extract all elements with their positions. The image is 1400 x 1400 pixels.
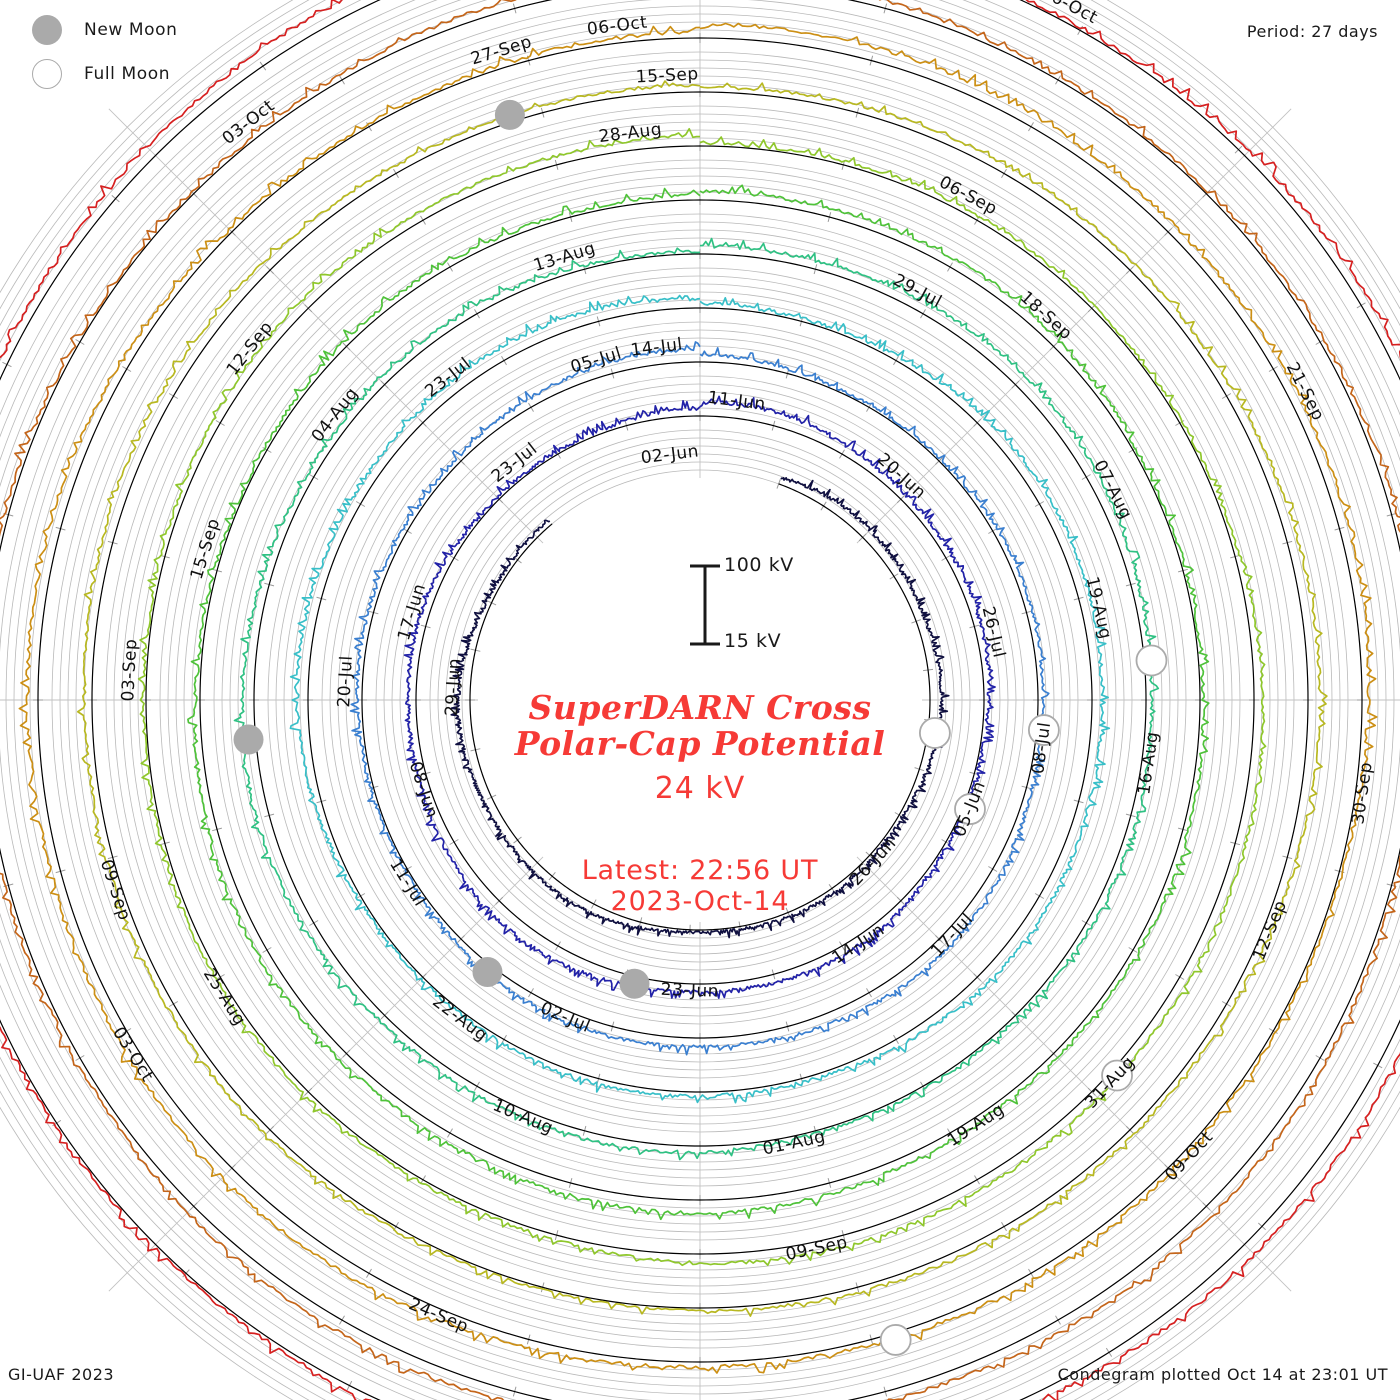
ring-baseline <box>253 253 1147 1147</box>
chart-title-block: SuperDARN Cross Polar-Cap Potential 24 k… <box>350 690 1050 806</box>
ring-date-label: 30-Sep <box>1348 761 1377 826</box>
legend-item-full-moon: Full Moon <box>24 52 324 96</box>
ring-date-label: 15-Sep <box>187 516 224 582</box>
ring-trace <box>403 395 996 1000</box>
ring-date-label: 24-Sep <box>406 1294 472 1337</box>
ring-date-label: 28-Aug <box>598 119 664 147</box>
latest-time-label: Latest: 22:56 UT <box>581 855 819 886</box>
ring-date-label: 11-Jun <box>707 388 767 415</box>
ring-trace <box>76 80 1328 1317</box>
full-moon-marker <box>918 717 951 749</box>
grid-spoke <box>108 856 544 1292</box>
moon-phase-legend: New Moon Full Moon <box>24 8 324 96</box>
ring-date-label: 02-Jul <box>537 998 593 1037</box>
ring-date-label: 17-Jun <box>394 581 430 643</box>
ring-date-label: 23-Jun <box>660 980 719 1002</box>
full-moon-marker <box>1101 1059 1133 1092</box>
plot-stamp-label: Condegram plotted Oct 14 at 23:01 UT <box>1057 1365 1388 1384</box>
moon-markers <box>233 99 1168 1356</box>
ring-date-label: 01-Aug <box>761 1127 827 1160</box>
ring-date-label: 20-Jun <box>873 449 930 503</box>
credit-label: GI-UAF 2023 <box>8 1365 115 1384</box>
full-moon-marker <box>954 793 986 825</box>
ring-date-label: 27-Sep <box>469 32 535 69</box>
ring-date-label: 03-Oct <box>108 1024 157 1086</box>
ring-baseline <box>37 37 1363 1363</box>
ring-date-label: 23-Jul <box>421 354 474 402</box>
ring-date-label: 09-Oct <box>1161 1127 1217 1185</box>
ring-trace <box>18 22 1378 1374</box>
ring-date-label: 21-Sep <box>1282 359 1328 424</box>
ring-date-label: 12-Sep <box>1249 898 1291 964</box>
scale-max-label: 100 kV <box>724 554 794 576</box>
ring-baseline <box>307 307 1093 1093</box>
grid-spoke <box>856 108 1292 544</box>
ring-baseline <box>469 483 931 931</box>
chart-title-line-1: SuperDARN Cross <box>528 688 872 727</box>
ring-date-label: 02-Jun <box>640 441 700 468</box>
ring-date-label: 19-Aug <box>1082 575 1116 641</box>
ring-baseline <box>415 415 985 985</box>
ring-baseline <box>361 361 1039 1039</box>
scale-min-label: 15 kV <box>724 630 782 652</box>
ring-date-label: 19-Aug <box>944 1100 1008 1151</box>
legend-item-new-moon: New Moon <box>24 8 324 52</box>
ring-trace <box>233 237 1160 1161</box>
new-moon-marker <box>494 99 525 130</box>
legend-label-new-moon: New Moon <box>84 20 178 40</box>
ring-baseline <box>199 199 1201 1201</box>
ring-date-label: 03-Sep <box>118 638 141 702</box>
full-moon-icon <box>32 59 62 89</box>
scale-bar-icon <box>690 564 720 646</box>
ring-trace <box>349 341 1050 1056</box>
ring-date-label: 22-Aug <box>428 992 491 1046</box>
latest-date-label: 2023-Oct-14 <box>610 886 790 918</box>
ring-date-label: 14-Jun <box>829 920 889 969</box>
full-moon-marker <box>1135 644 1168 677</box>
ring-date-label: 09-Sep <box>96 857 134 923</box>
ring-trace <box>187 184 1210 1221</box>
ring-trace <box>450 477 950 939</box>
ring-date-label: 20-Jul <box>334 655 357 708</box>
chart-title-line-2: Polar-Cap Potential <box>514 723 886 763</box>
ring-date-label: 29-Jul <box>890 270 946 312</box>
ring-trace <box>137 127 1267 1267</box>
ring-date-label: 15-Sep <box>635 64 699 87</box>
new-moon-marker <box>233 724 264 755</box>
latest-update-block: Latest: 22:56 UT 2023-Oct-14 <box>350 855 1050 918</box>
period-label: Period: 27 days <box>1246 22 1378 41</box>
full-moon-marker <box>1027 714 1060 746</box>
ring-date-label: 23-Jul <box>488 439 541 487</box>
ring-date-label: 26-Jul <box>978 605 1009 660</box>
ring-baseline <box>91 91 1309 1309</box>
grid-spoke <box>108 108 544 544</box>
full-moon-marker <box>879 1324 912 1356</box>
new-moon-icon <box>32 15 62 45</box>
ring-baseline <box>145 145 1255 1255</box>
ring-date-label: 09-Sep <box>784 1232 850 1265</box>
ring-date-label: 29-Jun <box>442 657 465 716</box>
ring-date-label: 14-Jul <box>630 335 684 361</box>
new-moon-marker <box>619 968 650 999</box>
ring-trace <box>289 294 1111 1104</box>
current-value-label: 24 kV <box>654 771 746 807</box>
new-moon-marker <box>472 957 503 988</box>
grid-spoke <box>856 856 1292 1292</box>
legend-label-full-moon: Full Moon <box>84 64 171 84</box>
ring-date-label: 10-Aug <box>490 1095 556 1138</box>
kv-scale-bar: 100 kV 15 kV <box>686 554 936 655</box>
ring-date-label: 16-Aug <box>1134 730 1163 796</box>
